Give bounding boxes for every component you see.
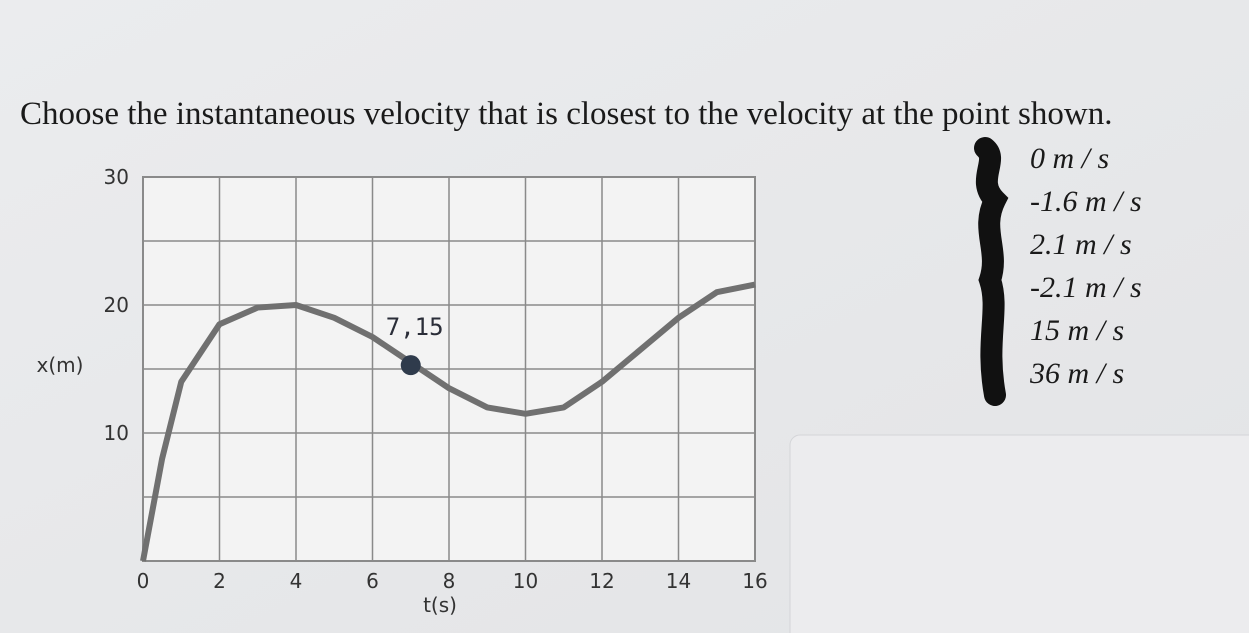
annotation: 7,15 (386, 313, 444, 341)
y-tick-label: 10 (104, 421, 129, 445)
choice: -2.1 m / s (1030, 271, 1142, 304)
x-tick-label: 16 (742, 569, 767, 593)
x-tick-label: 8 (443, 569, 456, 593)
x-tick-label: 2 (213, 569, 226, 593)
line (140, 281, 756, 562)
x-tick-label: 4 (290, 569, 303, 593)
x-axis-label: t(s) (423, 593, 457, 617)
x-tick-label: 12 (589, 569, 614, 593)
highlight-point (400, 355, 421, 376)
x-tick-label: 14 (666, 569, 691, 593)
x-tick-label: 6 (366, 569, 379, 593)
x-tick-label: 0 (137, 569, 150, 593)
choice: -1.6 m / s (1030, 185, 1142, 218)
y-tick-label: 20 (104, 293, 129, 317)
y-axis-label: x(m) (37, 353, 84, 377)
choice: 2.1 m / s (1030, 228, 1132, 261)
answer-box (789, 434, 1249, 633)
choice: 36 m / s (1029, 357, 1124, 390)
marker-scribble (974, 137, 1009, 406)
x-tick-label: 10 (513, 569, 538, 593)
question: Choose the instantaneous velocity that i… (20, 96, 1112, 132)
y-tick-label: 30 (104, 165, 129, 189)
choice: 0 m / s (1030, 142, 1109, 175)
choice: 15 m / s (1030, 314, 1124, 347)
